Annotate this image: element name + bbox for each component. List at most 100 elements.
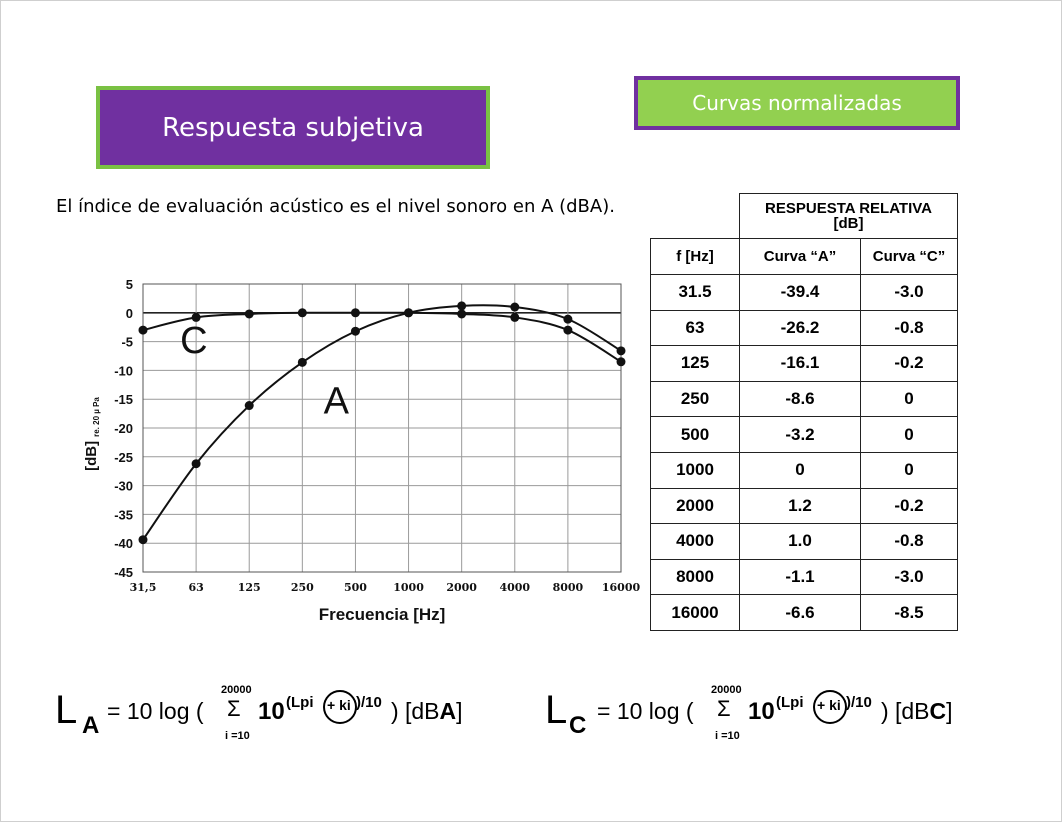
formula-la: L A = 10 log ( 20000 Σ i =10 10 (Lpi + k… xyxy=(55,684,495,750)
data-point-a xyxy=(191,459,201,469)
formula-lc-unit-pre: [dB xyxy=(895,698,930,724)
formula-la-exp-k: + ki xyxy=(327,697,351,713)
formula-la-exp-l: (Lpi xyxy=(286,694,314,711)
data-point-a xyxy=(510,302,520,312)
cell-curve-a: 1.2 xyxy=(739,487,861,525)
cell-curve-a: -16.1 xyxy=(739,345,861,382)
table-header-curve-c: Curva “C” xyxy=(860,238,958,275)
formula-lc-sum-top: 20000 xyxy=(711,684,742,696)
x-tick-label: 1000 xyxy=(393,581,424,594)
table-row: 4000 1.0 -0.8 xyxy=(650,523,958,560)
formula-la-sum-top: 20000 xyxy=(221,684,252,696)
x-tick-label: 31,5 xyxy=(130,581,157,594)
x-tick-label: 125 xyxy=(238,581,261,594)
plot-frame xyxy=(142,283,622,573)
y-tick-label: 5 xyxy=(126,277,133,292)
y-tick-label: -35 xyxy=(114,507,133,522)
table-row: 500 -3.2 0 xyxy=(650,416,958,453)
formula-lc-subscript: C xyxy=(569,712,587,739)
data-point-a xyxy=(563,314,573,324)
series-label-a: A xyxy=(324,381,350,423)
y-axis-label-main: [dB] xyxy=(83,441,100,471)
data-point-c xyxy=(244,309,254,319)
x-tick-label: 250 xyxy=(291,581,314,594)
y-tick-label: -40 xyxy=(114,536,133,551)
cell-curve-a: -3.2 xyxy=(739,416,861,453)
formula-lc: L C = 10 log ( 20000 Σ i =10 10 (Lpi + k… xyxy=(545,684,985,750)
formula-la-sum-symbol: Σ xyxy=(227,696,241,721)
x-tick-label: 16000 xyxy=(602,581,641,594)
table-corner-cell xyxy=(650,193,740,239)
slide-title: Respuesta subjetiva xyxy=(96,86,490,169)
data-point-c xyxy=(404,308,414,318)
formula-la-symbol: L xyxy=(55,688,78,732)
cell-curve-a: -39.4 xyxy=(739,274,861,311)
formula-lc-unit-post: ] xyxy=(946,698,953,724)
x-axis-label: Frecuencia [Hz] xyxy=(319,605,446,624)
cell-frequency: 4000 xyxy=(650,523,740,560)
formula-la-subscript: A xyxy=(82,712,100,739)
formula-lc-base: 10 xyxy=(748,698,775,725)
table-group-header: RESPUESTA RELATIVA [dB] xyxy=(739,193,958,239)
formula-lc-exp-l: (Lpi xyxy=(776,694,804,711)
cell-curve-c: 0 xyxy=(860,416,958,453)
cell-curve-a: -26.2 xyxy=(739,309,861,347)
chart-grid xyxy=(142,283,622,573)
formula-lc-unit-bold: C xyxy=(929,698,947,724)
formula-la-k-circle xyxy=(323,690,357,724)
y-axis-label-sub: re. 20 µ Pa xyxy=(92,397,101,437)
formula-lc-close: ) xyxy=(881,698,889,724)
intro-text: El índice de evaluación acústico es el n… xyxy=(56,196,615,217)
data-point-a xyxy=(297,357,307,367)
table-group-header-line1: RESPUESTA RELATIVA xyxy=(765,200,932,217)
y-tick-label: -15 xyxy=(114,392,133,407)
cell-curve-a: 0 xyxy=(739,451,861,489)
data-point-c xyxy=(297,308,307,318)
series-line-c xyxy=(142,311,622,363)
x-tick-label: 500 xyxy=(344,581,367,594)
cell-curve-c: 0 xyxy=(860,380,958,418)
cell-frequency: 8000 xyxy=(650,558,740,596)
cell-curve-c: -3.0 xyxy=(860,274,958,311)
cell-curve-c: -8.5 xyxy=(860,594,958,631)
table-body: 31.5 -39.4 -3.0 63 -26.2 -0.8 125 -16.1 -0.2 250-… xyxy=(650,274,958,631)
data-point-c xyxy=(510,312,520,322)
y-axis-label: [dB] re. 20 µ Pa xyxy=(83,397,101,471)
cell-curve-c: -0.2 xyxy=(860,487,958,525)
data-point-c xyxy=(457,309,467,319)
formula-la-equation: = 10 log ( xyxy=(107,698,204,724)
table-row: 16000 -6.6 -8.5 xyxy=(650,594,958,631)
series-line-a xyxy=(142,304,622,541)
cell-frequency: 2000 xyxy=(650,487,740,525)
formula-lc-exp-k: + ki xyxy=(817,697,841,713)
y-tick-label: -25 xyxy=(114,450,133,465)
cell-curve-a: -8.6 xyxy=(739,380,861,418)
table-row: 8000 -1.1 -3.0 xyxy=(650,558,958,596)
table-row: 2000 1.2 -0.2 xyxy=(650,487,958,525)
y-tick-label: -20 xyxy=(114,421,133,436)
y-tick-label: -5 xyxy=(121,335,133,350)
y-tick-label: 0 xyxy=(126,306,133,321)
cell-curve-c: -0.8 xyxy=(860,523,958,560)
data-point-a xyxy=(138,535,148,545)
relative-response-table: RESPUESTA RELATIVA [dB] f [Hz] Curva “A”… xyxy=(650,193,958,631)
y-axis-label-group: [dB] re. 20 µ Pa xyxy=(83,397,101,471)
cell-frequency: 500 xyxy=(650,416,740,453)
y-tick-label: -10 xyxy=(114,363,133,378)
series-label-c: C xyxy=(180,320,207,362)
cell-frequency: 63 xyxy=(650,309,740,347)
formula-lc-k-circle xyxy=(813,690,847,724)
x-tick-label: 63 xyxy=(188,581,203,594)
chart-series xyxy=(138,301,626,545)
table-row: 63 -26.2 -0.8 xyxy=(650,309,958,347)
formula-la-exp-r: )/10 xyxy=(356,694,382,711)
table-group-header-row: RESPUESTA RELATIVA [dB] xyxy=(650,193,958,239)
x-tick-label: 2000 xyxy=(446,581,477,594)
data-point-a xyxy=(244,401,254,411)
data-point-c xyxy=(138,325,148,335)
cell-curve-c: -3.0 xyxy=(860,558,958,596)
cell-curve-a: 1.0 xyxy=(739,523,861,560)
formula-la-unit-bold: A xyxy=(439,698,457,724)
